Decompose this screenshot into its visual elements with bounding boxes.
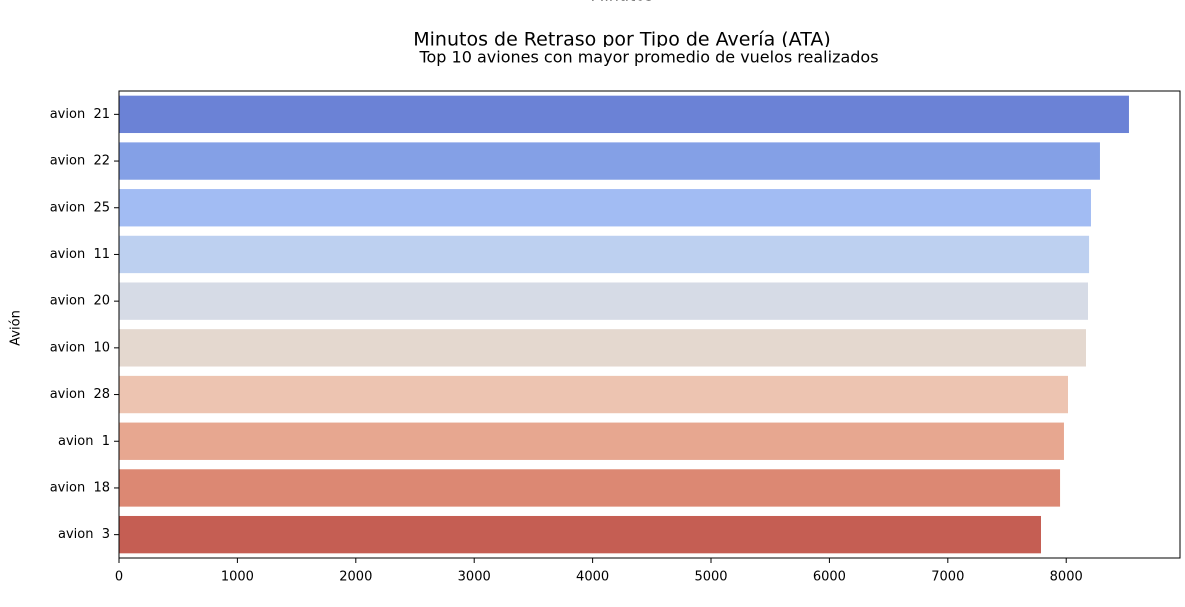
y-tick-label: avion 18: [50, 480, 110, 495]
y-tick-label: avion 21: [50, 107, 110, 122]
y-tick-label: avion 3: [58, 527, 110, 542]
x-tick-label: 3000: [458, 570, 491, 585]
bar: [119, 189, 1091, 227]
plot-frame: [118, 90, 1181, 559]
x-tick-label: 6000: [813, 570, 846, 585]
bar: [119, 142, 1100, 180]
y-tick-label: avion 1: [58, 434, 110, 449]
bar: [119, 515, 1041, 554]
y-tick-label: avion 20: [50, 294, 110, 309]
bar: [119, 469, 1061, 507]
x-tick-label: 1000: [221, 570, 254, 585]
y-tick-label: avion 11: [50, 247, 110, 262]
figure-background: [0, 47, 1185, 607]
x-tick-label: 2000: [339, 570, 372, 585]
bar: [119, 282, 1089, 320]
y-tick-label: avion 22: [50, 154, 110, 169]
y-tick-label: avion 25: [50, 200, 110, 215]
bar: [119, 375, 1068, 414]
background-text: Minutos: [591, 0, 654, 5]
x-tick-label: 4000: [576, 570, 609, 585]
bar: [119, 95, 1129, 134]
x-tick-label: 0: [115, 570, 123, 585]
chart-title: Top 10 aviones con mayor promedio de vue…: [418, 48, 878, 67]
x-tick-label: 7000: [931, 570, 964, 585]
background-title: Minutos de Retraso por Tipo de Avería (A…: [413, 29, 830, 51]
y-tick-label: avion 28: [50, 387, 110, 402]
y-tick-label: avion 10: [50, 340, 110, 355]
bar: [119, 422, 1064, 460]
x-tick-label: 5000: [694, 570, 727, 585]
x-tick-label: 8000: [1050, 570, 1083, 585]
y-axis-label: Avión: [9, 310, 24, 346]
bar: [119, 329, 1086, 367]
bar: [119, 235, 1090, 274]
